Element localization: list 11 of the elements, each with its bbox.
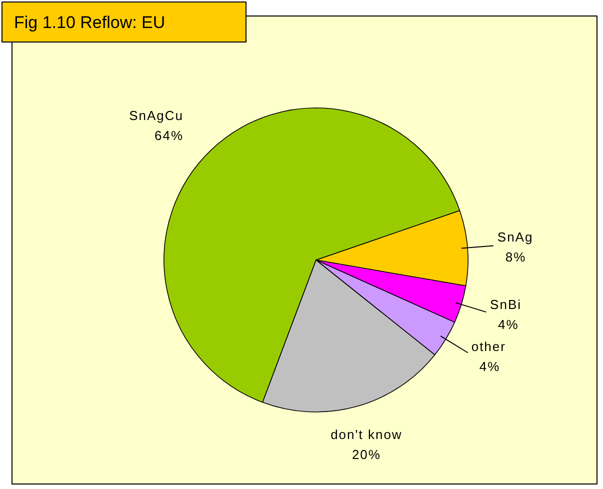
data-label: 8% [505, 249, 526, 264]
slice-label: other [471, 338, 506, 354]
data-label: 4% [498, 317, 519, 332]
slice-label: SnAgCu [129, 108, 184, 123]
data-label: 64% [154, 128, 184, 143]
data-label: 20% [352, 447, 381, 462]
chart-title: Fig 1.10 Reflow: EU [14, 13, 166, 32]
slice-label: don't know [330, 427, 402, 442]
slice-label: SnAg [497, 229, 534, 244]
slice-label: SnBi [490, 297, 522, 312]
data-label: 4% [479, 358, 500, 374]
